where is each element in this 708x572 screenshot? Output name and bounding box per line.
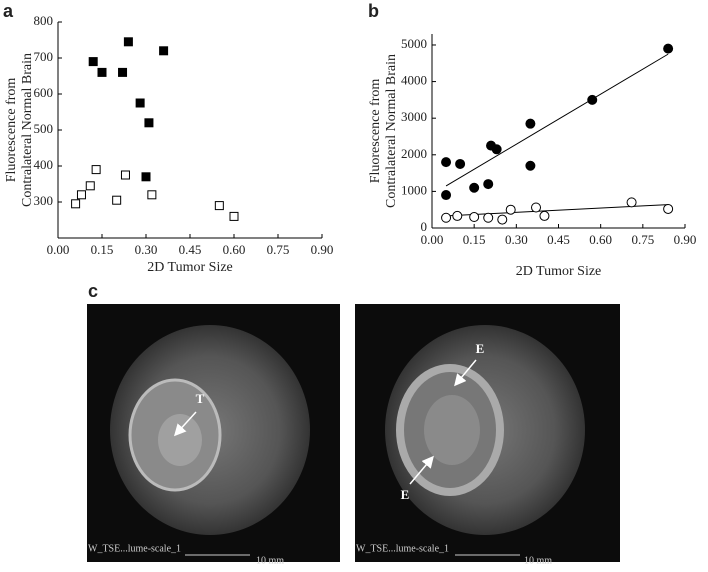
y-tick-label: 1000 [401, 182, 427, 197]
image-label: E [401, 487, 410, 502]
point [455, 158, 466, 169]
point [97, 67, 107, 77]
image-label: E [476, 341, 485, 356]
point [441, 157, 452, 168]
point [663, 203, 674, 214]
point [135, 98, 145, 108]
point [229, 211, 239, 221]
point [483, 212, 494, 223]
trend-line [445, 53, 669, 187]
point [112, 195, 122, 205]
point [525, 118, 536, 129]
x-tick-label: 0.45 [547, 232, 570, 247]
arrow [173, 411, 197, 437]
x-tick-label: 0.00 [421, 232, 444, 247]
x-axis-label: 2D Tumor Size [147, 260, 233, 275]
point [497, 214, 508, 225]
image-label: T [196, 391, 205, 406]
x-tick-label: 0.15 [463, 232, 486, 247]
point [483, 179, 494, 190]
point [626, 197, 637, 208]
x-tick-label: 0.75 [631, 232, 654, 247]
point [587, 94, 598, 105]
y-tick-label: 400 [34, 157, 54, 172]
point [469, 182, 480, 193]
point [85, 181, 95, 191]
scale-label: 10 mm [524, 555, 552, 566]
arrow [454, 359, 477, 387]
y-tick-label: 500 [34, 121, 54, 136]
y-axis-label: Contralateral Normal Brain [20, 53, 35, 207]
y-tick-label: 0 [421, 219, 428, 234]
point [118, 67, 128, 77]
x-tick-label: 0.60 [589, 232, 612, 247]
point [441, 212, 452, 223]
panel-label: c [88, 281, 98, 301]
point [469, 212, 480, 223]
x-tick-label: 0.30 [135, 242, 158, 257]
x-tick-label: 0.90 [311, 242, 334, 257]
tumor [158, 414, 202, 466]
point [123, 37, 133, 47]
point [214, 201, 224, 211]
caption: W_TSE...lume-scale_1 [356, 543, 449, 554]
y-tick-label: 4000 [401, 73, 427, 88]
panel-c: c T W_TSE...lume-scale_1 10 mm E E W_TSE… [87, 281, 620, 566]
lesion [424, 395, 480, 465]
point [159, 46, 169, 56]
y-axis-label: Fluorescence from [4, 78, 19, 183]
point [147, 190, 157, 200]
y-axis-label: Contralateral Normal Brain [384, 54, 399, 208]
x-tick-label: 0.15 [91, 242, 114, 257]
y-tick-label: 2000 [401, 146, 427, 161]
point [441, 190, 452, 201]
y-axis-label: Fluorescence from [368, 79, 383, 184]
point [144, 118, 154, 128]
panel-label: b [368, 1, 379, 21]
point [141, 172, 151, 182]
point [525, 160, 536, 171]
point [88, 57, 98, 67]
y-tick-label: 5000 [401, 36, 427, 51]
x-tick-label: 0.60 [223, 242, 246, 257]
trend-line [446, 204, 669, 217]
point [452, 210, 463, 221]
point [76, 190, 86, 200]
x-tick-label: 0.00 [47, 242, 70, 257]
caption: W_TSE...lume-scale_1 [88, 543, 181, 554]
y-tick-label: 300 [34, 193, 54, 208]
point [539, 210, 550, 221]
y-tick-label: 800 [34, 13, 54, 28]
point [120, 170, 130, 180]
point [71, 199, 81, 209]
x-axis-label: 2D Tumor Size [516, 264, 602, 279]
y-tick-label: 3000 [401, 109, 427, 124]
point [505, 204, 516, 215]
y-tick-label: 600 [34, 85, 54, 100]
point [91, 165, 101, 175]
point [531, 202, 542, 213]
x-tick-label: 0.30 [505, 232, 528, 247]
x-tick-label: 0.90 [674, 232, 697, 247]
x-tick-label: 0.45 [179, 242, 202, 257]
point [663, 43, 674, 54]
point [491, 144, 502, 155]
y-tick-label: 700 [34, 49, 54, 64]
x-tick-label: 0.75 [267, 242, 290, 257]
panel-label: a [3, 1, 14, 21]
scale-label: 10 mm [256, 555, 284, 566]
arrow [409, 455, 434, 485]
